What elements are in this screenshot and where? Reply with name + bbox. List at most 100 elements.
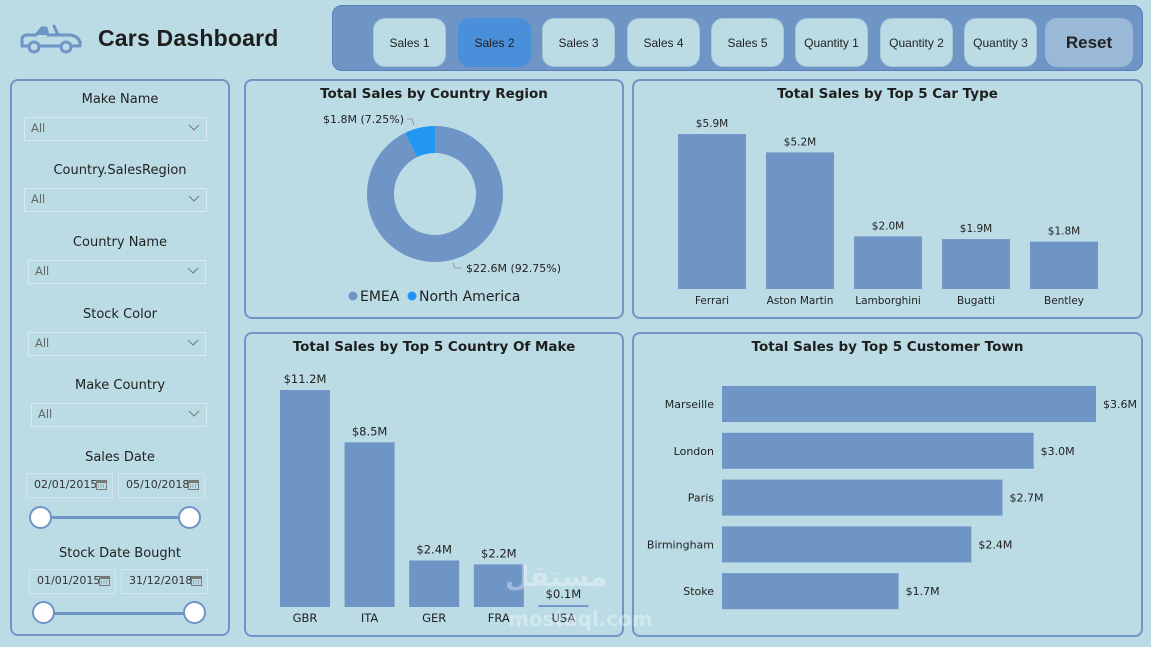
y-tick-label: Marseille	[665, 398, 714, 411]
stock-color-dropdown[interactable]: All	[28, 332, 206, 356]
bar-bentley[interactable]	[1030, 241, 1098, 289]
y-tick-label: Paris	[688, 492, 714, 505]
stock-date-bought-label: Stock Date Bought	[58, 546, 181, 561]
car-type-bar-chart: $5.9M Ferrari $5.2M Aston Martin $2.0M Lambor…	[678, 118, 1098, 307]
nav-button-sales-2[interactable]: Sales 2	[458, 18, 531, 67]
bar-stoke[interactable]	[722, 573, 899, 610]
sales-date-slider-end-handle[interactable]	[178, 506, 201, 529]
data-label: $3.6M	[1103, 398, 1137, 411]
nav-button-quantity-2[interactable]: Quantity 2	[880, 18, 953, 67]
stock-date-slider-end-handle[interactable]	[183, 601, 206, 624]
sales-region-label: Country.SalesRegion	[53, 163, 187, 178]
chevron-down-icon	[188, 195, 200, 202]
sales-date-start-value: 02/01/2015	[34, 478, 98, 491]
donut-label-north-america: $1.8M (7.25%)	[323, 113, 404, 126]
x-tick-label: FRA	[488, 611, 510, 625]
bar-lamborghini[interactable]	[854, 236, 922, 289]
sales-region-value: All	[31, 192, 46, 206]
data-label: $1.8M	[1048, 226, 1080, 238]
stock-date-slider-start-handle[interactable]	[32, 601, 55, 624]
sales-date-start-input[interactable]: 02/01/2015	[26, 473, 113, 498]
bar-fra[interactable]	[473, 564, 524, 607]
legend-marker-north-america	[407, 291, 417, 301]
nav-button-sales-4[interactable]: Sales 4	[627, 18, 700, 67]
country-name-label: Country Name	[72, 235, 168, 250]
calendar-icon[interactable]	[96, 479, 107, 490]
data-label: $2.0M	[872, 220, 904, 232]
page-title: Cars Dashboard	[98, 25, 279, 51]
reset-button[interactable]: Reset	[1045, 18, 1133, 67]
bar-birmingham[interactable]	[722, 526, 972, 563]
make-name-value: All	[31, 121, 46, 135]
y-tick-label: London	[674, 445, 714, 458]
sales-date-slider-track[interactable]	[40, 516, 190, 519]
data-label: $1.9M	[960, 223, 992, 235]
y-tick-label: Birmingham	[647, 538, 714, 551]
stock-date-slider-track[interactable]	[44, 612, 194, 615]
chevron-down-icon	[188, 410, 200, 417]
bar-gbr[interactable]	[280, 390, 330, 607]
region-donut-chart: $1.8M (7.25%) $22.6M (92.75%) EMEA North Am…	[323, 113, 561, 305]
car-type-chart-title: Total Sales by Top 5 Car Type	[777, 86, 998, 102]
make-name-dropdown[interactable]: All	[24, 117, 207, 141]
stock-date-end-value: 31/12/2018	[129, 574, 193, 587]
region-chart-title: Total Sales by Country Region	[320, 86, 548, 102]
x-tick-label: Bugatti	[957, 295, 995, 307]
legend-marker-emea	[348, 291, 358, 301]
chevron-down-icon	[188, 124, 200, 131]
make-country-chart-panel: Total Sales by Top 5 Country Of Make $11…	[244, 332, 624, 637]
bar-ger[interactable]	[409, 560, 460, 608]
stock-date-start-value: 01/01/2015	[37, 574, 101, 587]
make-country-bar-chart: $11.2M GBR $8.5M ITA $2.4M GER $2.2M FRA $0.1M US…	[280, 372, 589, 625]
sales-region-dropdown[interactable]: All	[24, 188, 207, 212]
calendar-icon[interactable]	[188, 479, 199, 490]
make-country-value: All	[38, 407, 53, 421]
page-navigation-bar: Sales 1 Sales 2 Sales 3 Sales 4 Sales 5 …	[332, 5, 1143, 71]
bar-aston-martin[interactable]	[766, 152, 834, 289]
stock-date-start-input[interactable]: 01/01/2015	[29, 569, 116, 594]
data-label: $11.2M	[284, 372, 327, 386]
sales-date-end-value: 05/10/2018	[126, 478, 190, 491]
make-country-dropdown[interactable]: All	[31, 403, 207, 427]
donut-slice-emea[interactable]	[367, 126, 503, 262]
bar-ferrari[interactable]	[678, 134, 746, 289]
nav-button-quantity-3[interactable]: Quantity 3	[964, 18, 1037, 67]
bar-bugatti[interactable]	[942, 239, 1010, 289]
customer-town-bar-chart: Marseille $3.6M London $3.0M Paris $2.7M Birmi…	[647, 386, 1137, 610]
make-name-label: Make Name	[81, 92, 159, 107]
data-label: $2.2M	[481, 546, 517, 560]
car-convertible-icon	[20, 24, 82, 54]
legend-label-north-america[interactable]: North America	[419, 289, 520, 305]
bar-marseille[interactable]	[722, 386, 1096, 422]
sales-date-slider-start-handle[interactable]	[29, 506, 52, 529]
stock-color-value: All	[35, 336, 50, 350]
bar-paris[interactable]	[722, 479, 1003, 516]
calendar-icon[interactable]	[99, 575, 110, 586]
nav-button-sales-1[interactable]: Sales 1	[373, 18, 446, 67]
bar-usa[interactable]	[538, 605, 589, 607]
customer-town-chart-panel: Total Sales by Top 5 Customer Town Marse…	[632, 332, 1143, 637]
x-tick-label: Ferrari	[695, 295, 729, 307]
bar-ita[interactable]	[344, 442, 395, 607]
donut-slice-north-america[interactable]	[405, 126, 435, 158]
sales-date-end-input[interactable]: 05/10/2018	[118, 473, 205, 498]
nav-button-sales-3[interactable]: Sales 3	[542, 18, 615, 67]
x-tick-label: ITA	[361, 611, 379, 625]
nav-button-sales-5[interactable]: Sales 5	[711, 18, 784, 67]
calendar-icon[interactable]	[191, 575, 202, 586]
legend-label-emea[interactable]: EMEA	[360, 289, 400, 305]
filter-panel: Make Name All Country.SalesRegion All Co…	[10, 79, 230, 636]
region-donut-chart-panel: Total Sales by Country Region $1.8M (7.2…	[244, 79, 624, 319]
stock-date-end-input[interactable]: 31/12/2018	[121, 569, 208, 594]
bar-london[interactable]	[722, 432, 1034, 469]
country-name-dropdown[interactable]: All	[28, 260, 206, 284]
data-label: $5.2M	[784, 136, 816, 148]
make-country-label: Make Country	[74, 378, 166, 393]
car-type-chart-panel: Total Sales by Top 5 Car Type $5.9M Ferra…	[632, 79, 1143, 319]
x-tick-label: USA	[551, 611, 575, 625]
leader-line	[407, 118, 415, 126]
donut-label-emea: $22.6M (92.75%)	[466, 262, 561, 275]
chevron-down-icon	[187, 339, 199, 346]
data-label: $8.5M	[352, 424, 388, 438]
nav-button-quantity-1[interactable]: Quantity 1	[795, 18, 868, 67]
